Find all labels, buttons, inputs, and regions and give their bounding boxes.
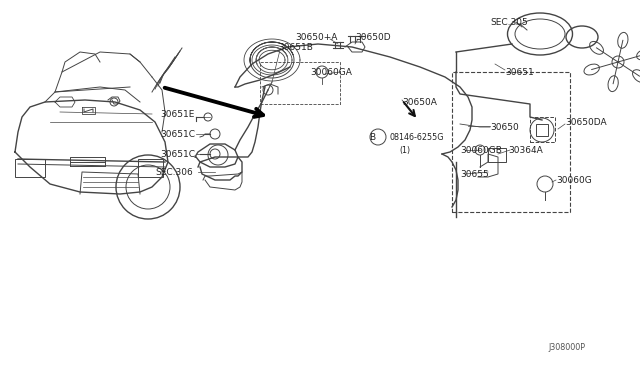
Text: 30651E: 30651E xyxy=(160,109,195,119)
Text: 30364A: 30364A xyxy=(508,145,543,154)
Text: 30651C: 30651C xyxy=(160,150,195,158)
Text: 30651C: 30651C xyxy=(160,129,195,138)
Text: 30650A: 30650A xyxy=(402,97,437,106)
Text: 30060GB: 30060GB xyxy=(460,145,502,154)
Text: B: B xyxy=(369,132,375,141)
Text: 30651B: 30651B xyxy=(278,42,313,51)
Bar xyxy=(138,159,163,177)
Text: 30650DA: 30650DA xyxy=(565,118,607,126)
Text: 30650D: 30650D xyxy=(355,32,390,42)
Text: 30655: 30655 xyxy=(460,170,489,179)
Text: J308000P: J308000P xyxy=(548,343,585,352)
Text: SEC.305: SEC.305 xyxy=(490,17,528,26)
Text: 30060GA: 30060GA xyxy=(310,67,352,77)
Text: 08146-6255G: 08146-6255G xyxy=(390,132,445,141)
Text: SEC.306: SEC.306 xyxy=(155,167,193,176)
Bar xyxy=(488,148,506,162)
Text: (1): (1) xyxy=(399,145,410,154)
Text: 30650: 30650 xyxy=(490,122,519,131)
Text: 30650+A: 30650+A xyxy=(295,32,337,42)
Bar xyxy=(536,124,548,136)
Text: 30060G: 30060G xyxy=(556,176,592,185)
Bar xyxy=(15,159,45,177)
Text: 30651: 30651 xyxy=(505,67,534,77)
